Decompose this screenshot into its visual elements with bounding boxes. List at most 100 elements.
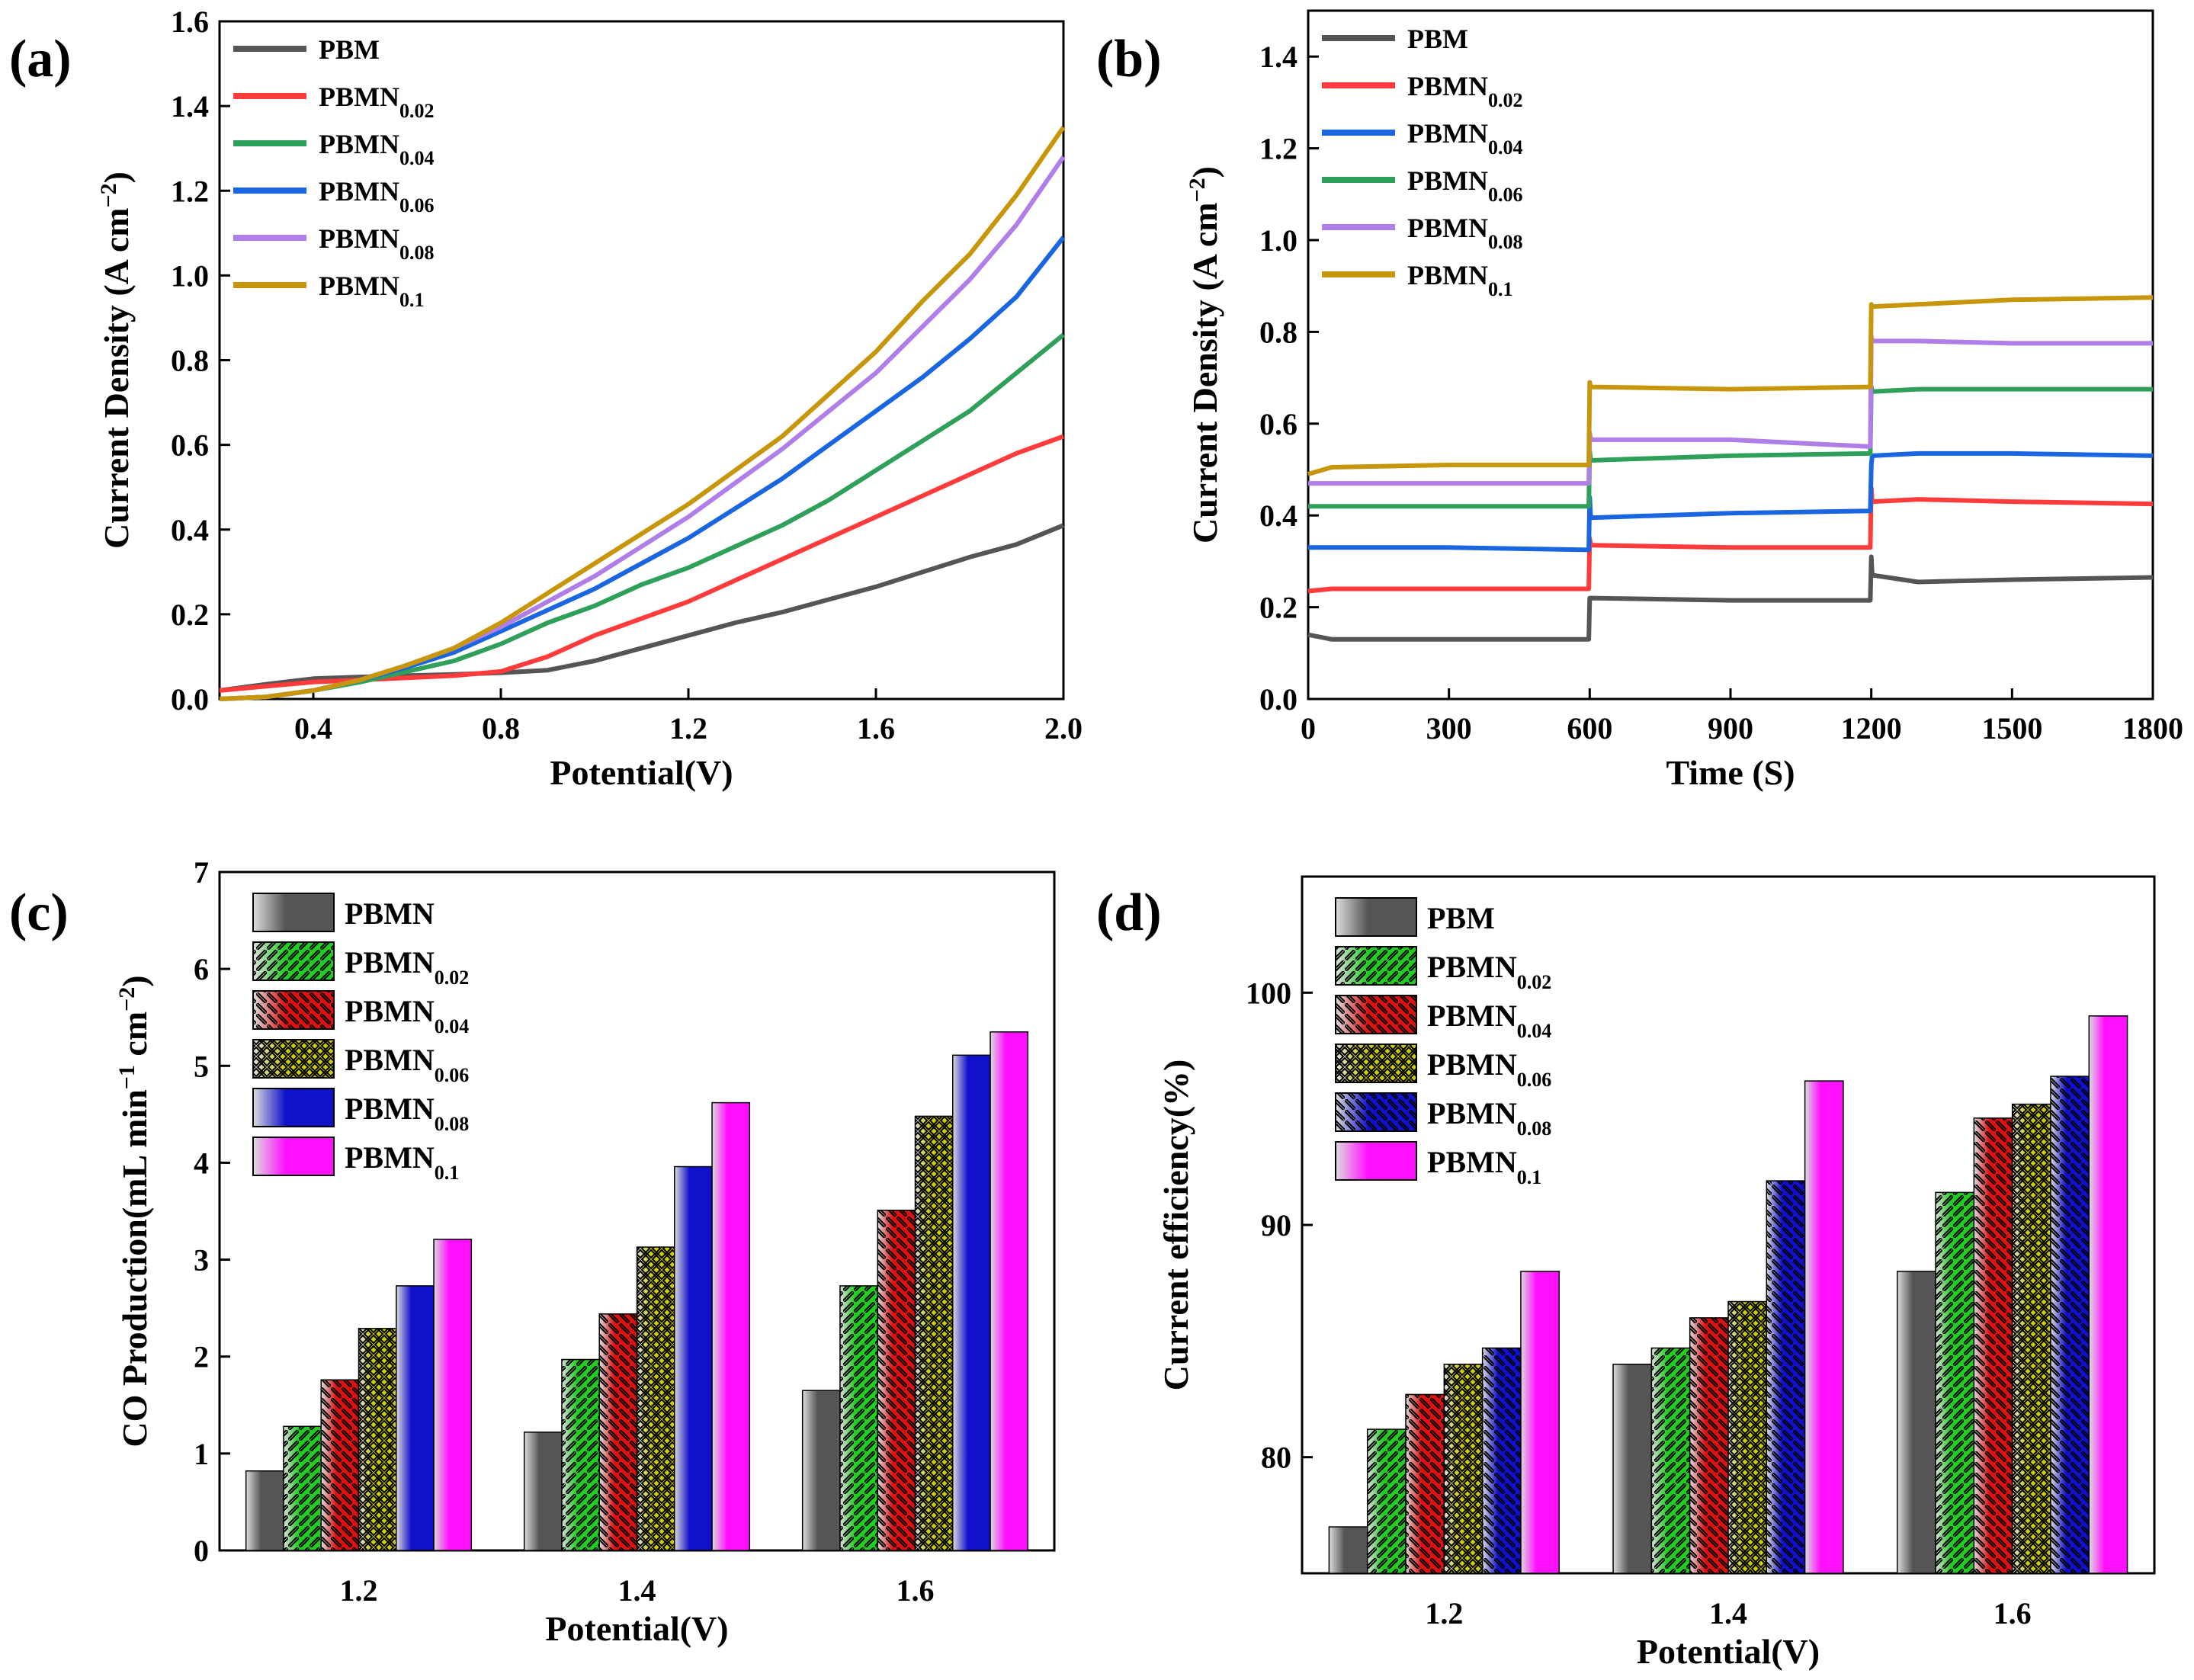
y-tick-label: 0.2 (171, 598, 209, 632)
legend-label-pbmn: PBMN (345, 896, 435, 931)
bar-hatch-pbmn0-04-1-4 (1689, 1317, 1728, 1573)
x-tick-label: 1.2 (340, 1573, 378, 1608)
x-tick-label: 1.6 (1994, 1596, 2032, 1630)
bar-pbmn-1-6 (801, 1390, 841, 1551)
bar-pbmn0-1-1-4 (711, 1101, 751, 1551)
legend-label-pbmn0-08: PBMN0.08 (1427, 1096, 1551, 1140)
series-line-pbmn0-02 (1307, 486, 2154, 594)
bar-pbmn0-1-1-6 (2088, 1015, 2128, 1574)
y-tick-label: 100 (1246, 976, 1291, 1010)
panel-label-d: (d) (1096, 883, 1162, 942)
plot-frame-a (218, 20, 1065, 701)
bar-hatch-pbmn0-02-1-6 (839, 1285, 878, 1550)
y-tick-label: 1.6 (171, 5, 209, 39)
bar-pbmn0-1-1-4 (1804, 1080, 1844, 1574)
y-tick-label: 0.2 (1259, 591, 1297, 625)
y-tick-label: 90 (1261, 1208, 1291, 1242)
legend-swatch-pbmn (252, 893, 335, 932)
bar-hatch-pbmn0-04-1-6 (877, 1210, 916, 1550)
x-tick-label: 0.8 (482, 711, 520, 745)
bar-pbmn0-1-1-2 (433, 1239, 473, 1551)
x-tick-label: 1.6 (857, 711, 895, 745)
bar-pbm-1-6 (1896, 1271, 1936, 1574)
bar-hatch-pbmn0-02-1-2 (283, 1426, 322, 1550)
x-tick-label: 1500 (1981, 711, 2042, 745)
legend-label-pbmn0-06: PBMN0.06 (1427, 1047, 1551, 1091)
x-tick-label: 1.6 (897, 1573, 935, 1608)
bar-hatch-pbmn0-02-1-4 (561, 1359, 600, 1550)
series-line-pbmn0-08 (1308, 334, 2153, 486)
legend-label-pbmn0-06: PBMN0.06 (1407, 165, 1522, 206)
bar-pbm-1-4 (1612, 1364, 1653, 1574)
y-tick-label: 7 (194, 855, 209, 890)
legend-label-pbmn0-02: PBMN0.02 (345, 945, 469, 989)
legend-swatch-pbmn0-08 (252, 1088, 335, 1127)
y-tick-label: 3 (194, 1243, 209, 1278)
x-tick-label: 0 (1301, 711, 1316, 745)
y-tick-label: 0.0 (1259, 682, 1297, 717)
x-tick-label: 900 (1708, 711, 1753, 745)
y-tick-label: 80 (1261, 1441, 1291, 1475)
panel-label-b: (b) (1096, 30, 1162, 88)
panel-label-a: (a) (9, 30, 72, 88)
y-axis-title-b: Current Density (A cm−2) (1185, 166, 1225, 543)
bar-pbmn0-08-1-2 (396, 1285, 435, 1551)
bar-hatch-pbmn0-02-1-4 (1651, 1348, 1690, 1573)
legend-label-pbmn0-02: PBMN0.02 (1407, 71, 1522, 111)
bar-pbmn0-08-1-6 (952, 1054, 991, 1551)
bar-hatch-pbmn0-04-1-2 (321, 1380, 359, 1550)
y-tick-label: 0.0 (171, 682, 209, 717)
legend-label-pbmn0-04: PBMN0.04 (345, 994, 469, 1037)
y-tick-label: 0.8 (171, 344, 209, 378)
y-tick-label: 1.4 (171, 89, 209, 123)
legend-label-pbmn0-1: PBMN0.1 (345, 1140, 459, 1184)
y-tick-label: 1.0 (1259, 223, 1297, 258)
legend-label-pbm: PBM (319, 34, 380, 65)
legend-label-pbmn0-06: PBMN0.06 (319, 176, 434, 216)
y-tick-label: 1.2 (171, 174, 209, 208)
bar-hatch-pbmn0-02-1-2 (1367, 1429, 1407, 1573)
legend-label-pbmn0-1: PBMN0.1 (319, 271, 424, 311)
bar-pbmn0-1-1-6 (990, 1031, 1029, 1551)
legend-label-pbmn0-1: PBMN0.1 (1427, 1145, 1541, 1188)
y-tick-label: 0.6 (1259, 407, 1297, 441)
bar-hatch-pbmn0-06-1-4 (1728, 1301, 1767, 1573)
legend-swatch-hatch-pbmn0-04 (253, 991, 334, 1029)
x-tick-label: 1.4 (1709, 1596, 1747, 1630)
plot-frame-b (1307, 9, 2154, 701)
legend-label-pbmn0-04: PBMN0.04 (1427, 999, 1551, 1042)
series-line-pbmn0-06 (1308, 384, 2153, 509)
y-tick-label: 1.4 (1259, 40, 1297, 74)
bar-hatch-pbmn0-06-1-6 (915, 1116, 953, 1550)
series-line-pbmn0-1 (1307, 295, 2154, 476)
y-tick-label: 0.6 (171, 428, 209, 463)
series-line-pbmn0-1 (219, 126, 1066, 701)
y-tick-label: 0 (194, 1534, 209, 1568)
x-tick-label: 600 (1567, 711, 1612, 745)
series-line-pbm (219, 523, 1065, 693)
bar-hatch-pbmn0-04-1-2 (1406, 1394, 1445, 1573)
series-line-pbm (1307, 554, 2154, 642)
bar-hatch-pbmn0-06-1-2 (358, 1328, 396, 1550)
legend-label-pbmn0-02: PBMN0.02 (319, 82, 434, 122)
bar-hatch-pbmn0-06-1-4 (637, 1247, 675, 1550)
bar-hatch-pbmn0-04-1-6 (1974, 1117, 2013, 1573)
series-line-pbmn0-06 (219, 236, 1066, 701)
series-line-pbmn0-04 (1308, 450, 2154, 553)
x-axis-title-d: Potential(V) (1637, 1632, 1820, 1671)
y-tick-label: 0.8 (1259, 315, 1297, 349)
bar-pbmn-1-4 (523, 1432, 563, 1551)
legend-swatch-hatch-pbmn0-02 (253, 942, 334, 980)
legend-swatch-hatch-pbmn0-08 (1336, 1093, 1416, 1131)
y-tick-label: 1.0 (171, 258, 209, 293)
y-axis-title-a: Current Density (A cm−2) (96, 172, 136, 549)
legend-swatch-pbm (1335, 897, 1417, 937)
x-tick-label: 1.4 (618, 1573, 656, 1608)
legend-label-pbmn0-04: PBMN0.04 (1407, 118, 1522, 159)
y-tick-label: 1.2 (1259, 132, 1297, 166)
y-tick-label: 6 (194, 952, 209, 986)
legend-label-pbmn0-06: PBMN0.06 (345, 1043, 469, 1086)
y-tick-label: 2 (194, 1340, 209, 1374)
x-tick-label: 1.2 (1425, 1596, 1463, 1630)
